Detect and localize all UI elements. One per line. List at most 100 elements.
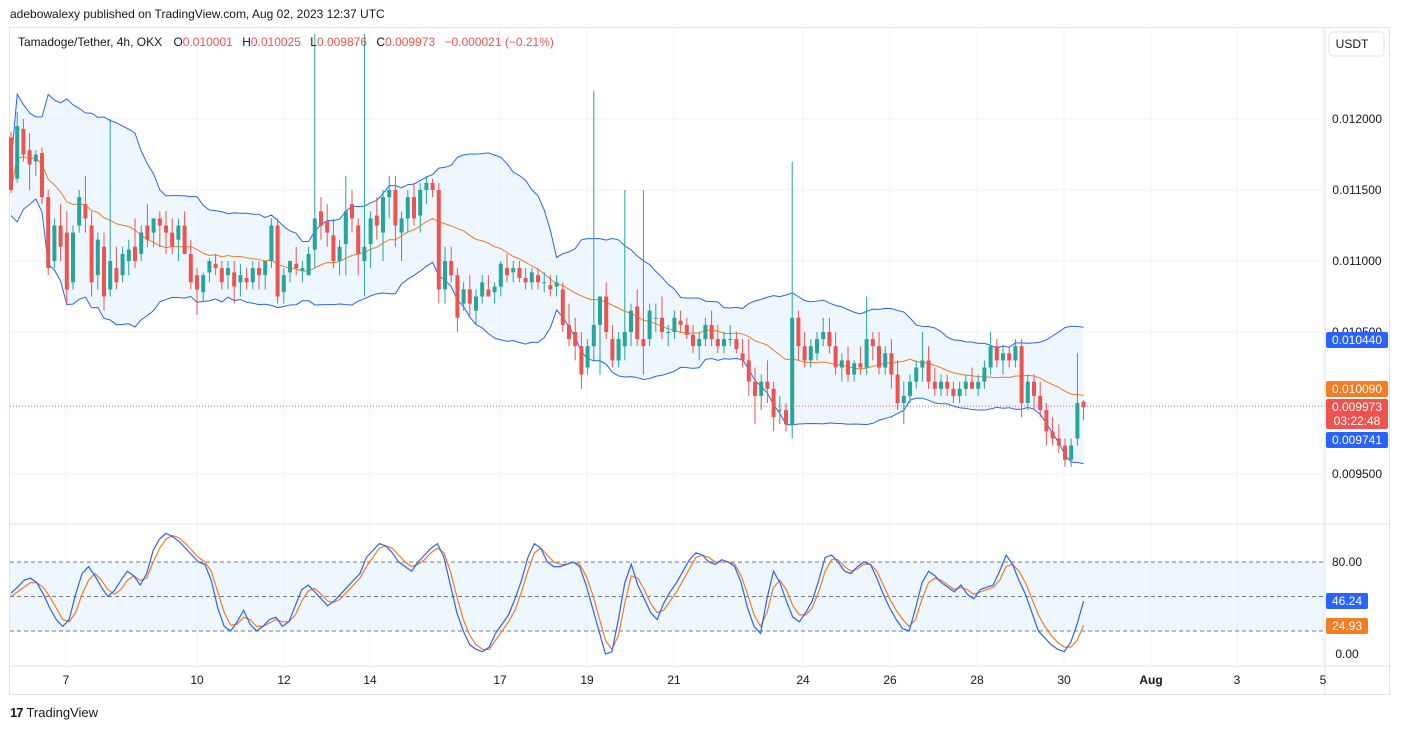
candle bbox=[914, 360, 919, 389]
candle bbox=[523, 268, 528, 290]
candle bbox=[95, 232, 100, 290]
candle bbox=[821, 317, 826, 347]
legend: Tamadoge/Tether, 4h, OKX O0.010001 H0.01… bbox=[18, 35, 554, 49]
time-tick-label: 14 bbox=[363, 673, 377, 687]
candle bbox=[895, 360, 900, 411]
band-lower bbox=[10, 198, 1084, 465]
candle bbox=[777, 395, 782, 425]
legend-c-value: 0.009973 bbox=[385, 35, 435, 49]
candle bbox=[660, 296, 664, 340]
svg-text:0.009973: 0.009973 bbox=[1332, 400, 1382, 414]
candle bbox=[1025, 374, 1030, 411]
candle bbox=[951, 381, 956, 403]
currency-button-label: USDT bbox=[1336, 37, 1369, 51]
candle bbox=[126, 239, 131, 276]
footer-brand[interactable]: 17 TradingView bbox=[10, 705, 98, 720]
time-tick-label: 5 bbox=[1320, 673, 1327, 687]
candle bbox=[108, 119, 113, 297]
footer-brand-label: TradingView bbox=[26, 705, 99, 720]
candle bbox=[467, 275, 472, 318]
legend-o-label: O bbox=[173, 35, 182, 49]
candle bbox=[870, 332, 875, 361]
candle bbox=[1050, 417, 1055, 446]
candle bbox=[15, 111, 20, 183]
svg-text:03:22:48: 03:22:48 bbox=[1334, 414, 1381, 428]
candle bbox=[492, 282, 497, 304]
legend-change: −0.000021 (−0.21%) bbox=[444, 35, 553, 49]
candle bbox=[796, 310, 801, 361]
candle bbox=[337, 239, 342, 276]
time-axis: 7 10 12 14 17 19 21 24 26 28 30 Aug 3 5 bbox=[63, 673, 1327, 687]
candle bbox=[1019, 339, 1024, 418]
candle bbox=[641, 190, 646, 375]
candle bbox=[846, 346, 850, 382]
svg-text:0.010090: 0.010090 bbox=[1332, 382, 1382, 396]
candle bbox=[226, 261, 230, 290]
price-tick-label: 0.012000 bbox=[1332, 112, 1382, 126]
candle bbox=[1032, 374, 1036, 411]
candle bbox=[1001, 346, 1005, 375]
candle bbox=[715, 324, 720, 354]
candle bbox=[294, 246, 299, 276]
candle bbox=[195, 268, 199, 315]
candle bbox=[176, 218, 181, 261]
candle bbox=[771, 381, 776, 432]
candle bbox=[207, 258, 212, 283]
candle bbox=[1044, 403, 1049, 446]
candle bbox=[610, 324, 615, 368]
candle bbox=[232, 261, 237, 304]
bollinger-bands bbox=[10, 92, 1084, 465]
candle bbox=[405, 190, 410, 233]
candle bbox=[145, 204, 150, 247]
candle bbox=[368, 211, 373, 269]
currency-button[interactable]: USDT bbox=[1328, 31, 1385, 57]
candle bbox=[52, 218, 57, 269]
candle bbox=[883, 346, 888, 375]
candle bbox=[591, 90, 596, 361]
candle bbox=[548, 275, 553, 297]
candle bbox=[343, 175, 348, 276]
candle bbox=[1056, 424, 1061, 453]
candle bbox=[399, 211, 404, 261]
candle bbox=[269, 218, 274, 269]
candle bbox=[1007, 346, 1012, 368]
svg-text:0.010440: 0.010440 bbox=[1332, 333, 1382, 347]
candle bbox=[542, 272, 547, 293]
candle bbox=[362, 33, 367, 297]
svg-text:0.009741: 0.009741 bbox=[1332, 433, 1382, 447]
candle bbox=[994, 339, 999, 368]
candle bbox=[288, 261, 292, 283]
legend-c-label: C bbox=[376, 35, 385, 49]
candle bbox=[461, 282, 466, 311]
chart-frame bbox=[9, 27, 1390, 695]
candle bbox=[486, 275, 491, 297]
candle bbox=[77, 190, 82, 233]
candle bbox=[629, 303, 633, 347]
candle bbox=[728, 324, 733, 347]
tradingview-logo-icon: 17 bbox=[10, 705, 24, 720]
time-tick-label: 24 bbox=[796, 673, 810, 687]
price-tag: 0.010440 bbox=[1326, 332, 1388, 348]
candle bbox=[474, 289, 478, 325]
candle bbox=[281, 268, 286, 304]
candle bbox=[827, 317, 832, 354]
time-tick-label: 19 bbox=[580, 673, 594, 687]
candle bbox=[387, 175, 392, 219]
candle bbox=[753, 367, 757, 425]
candle bbox=[815, 332, 819, 361]
candle bbox=[275, 218, 280, 304]
candle bbox=[170, 218, 175, 254]
candle bbox=[356, 218, 361, 276]
candle bbox=[213, 253, 218, 276]
candle bbox=[412, 182, 416, 226]
candle bbox=[102, 232, 106, 311]
candle bbox=[257, 261, 261, 290]
candle bbox=[976, 374, 981, 396]
candle bbox=[517, 261, 522, 283]
candle bbox=[480, 275, 485, 304]
candle bbox=[381, 190, 385, 261]
candle bbox=[567, 303, 571, 347]
